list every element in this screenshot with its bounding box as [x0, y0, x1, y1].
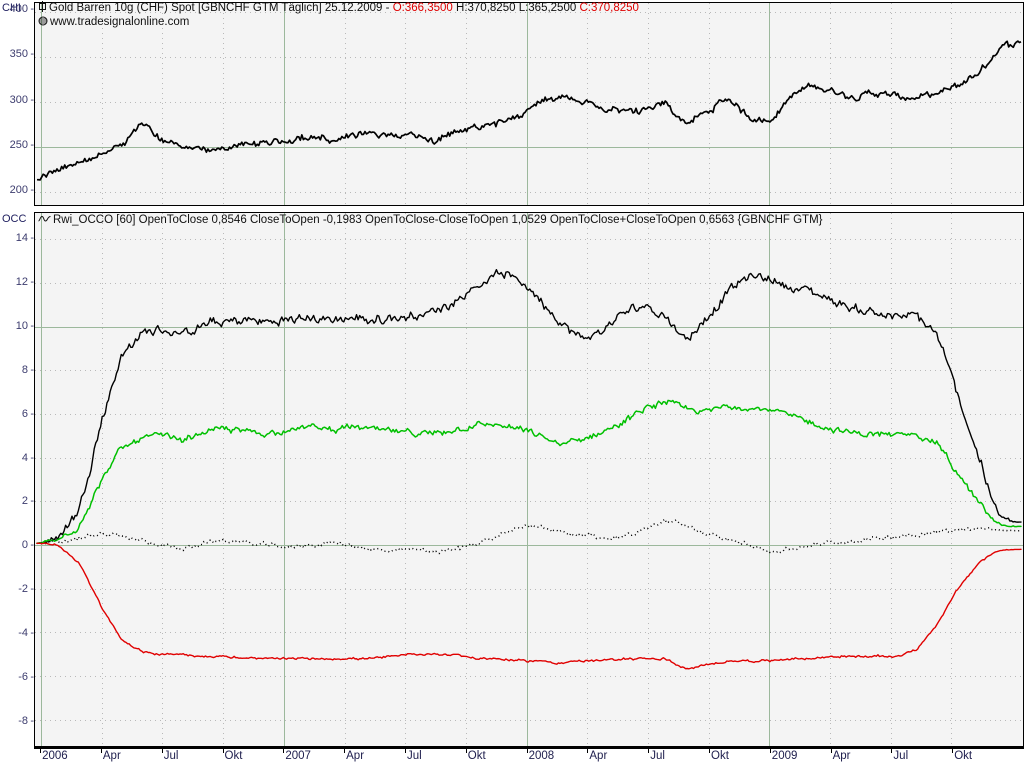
- price-legend-high-label: H:: [456, 2, 468, 14]
- indicator-series-line: [36, 399, 1022, 545]
- y-tick-label: 10-: [15, 320, 34, 333]
- y-tick-label: -4-: [18, 626, 34, 639]
- y-tick-label: 6-: [21, 407, 34, 420]
- y-tick-label: 14-: [15, 232, 34, 245]
- indicator-legend: Rwi_OCCO [60] OpenToClose 0,8546 CloseTo…: [38, 213, 823, 228]
- price-legend-low-label: L:: [518, 2, 529, 14]
- wave-icon: [38, 213, 51, 228]
- y-tick-label: 300-: [9, 93, 34, 106]
- price-y-axis: 400- 350- 300- 250- 200-: [0, 0, 34, 206]
- y-tick-label: 400-: [9, 3, 34, 16]
- indicator-legend-s3-value: 1,0529: [511, 214, 547, 226]
- y-tick-label: -8-: [18, 714, 34, 727]
- price-legend-open-value: 366,3500: [404, 2, 453, 14]
- y-tick-label: 0-: [21, 539, 34, 552]
- price-plot-area: [35, 3, 1023, 205]
- indicator-series-line: [36, 518, 1022, 555]
- indicator-legend-s4-label: OpenToClose+CloseToOpen: [549, 214, 696, 226]
- indicator-legend-s4-value: 0,6563: [699, 214, 735, 226]
- globe-icon: [38, 16, 48, 29]
- y-tick-label: 200-: [9, 184, 34, 197]
- indicator-plot-svg: [35, 213, 1023, 746]
- y-tick-label: -2-: [18, 583, 34, 596]
- y-tick-label: 250-: [9, 139, 34, 152]
- price-legend-instrument: Gold Barren 10g (CHF) Spot: [49, 2, 195, 14]
- y-tick-label: 350-: [9, 48, 34, 61]
- price-legend-close-value: 370,8250: [590, 2, 639, 14]
- price-legend-low-value: 365,2500: [528, 2, 577, 14]
- y-tick-label: 2-: [21, 495, 34, 508]
- indicator-plot-area: [35, 213, 1023, 746]
- x-axis-rule: [34, 747, 1024, 749]
- price-legend-separator: -: [385, 2, 390, 14]
- y-tick-label: 4-: [21, 451, 34, 464]
- price-legend-open-label: O:: [392, 2, 405, 14]
- price-legend-high-value: 370,8250: [467, 2, 516, 14]
- indicator-axis-corner-label: OCC: [2, 213, 27, 225]
- indicator-series-line: [36, 269, 1022, 545]
- price-legend: Gold Barren 10g (CHF) Spot [GBNCHF GTM T…: [38, 1, 639, 16]
- indicator-legend-name: Rwi_OCCO: [53, 214, 114, 226]
- watermark-text: www.tradesignalonline.com: [50, 16, 190, 28]
- indicator-legend-s2-value: -0,1983: [322, 214, 362, 226]
- price-legend-date: 25.12.2009: [324, 2, 383, 14]
- price-line: [36, 40, 1022, 181]
- indicator-y-axis: 14- 12- 10- 8- 6- 4- 2- 0- -2- -4- -6- -8-: [0, 212, 34, 747]
- price-legend-close-label: C:: [579, 2, 591, 14]
- price-legend-feed: [GBNCHF GTM Täglich]: [197, 2, 322, 14]
- y-tick-label: 8-: [21, 363, 34, 376]
- price-plot-svg: [35, 3, 1023, 205]
- x-axis: 2006 Apr Jul Okt 2007 Apr Jul Okt 2008 Apr Jul Okt 2…: [40, 748, 973, 762]
- indicator-legend-s3-label: OpenToClose-CloseToOpen: [365, 214, 509, 226]
- indicator-legend-s2-label: CloseToOpen: [249, 214, 320, 226]
- indicator-legend-symbol: {GBNCHF GTM}: [737, 214, 823, 226]
- price-axis-corner-label: CHI: [2, 2, 21, 14]
- indicator-legend-s1-label: OpenToClose: [138, 214, 209, 226]
- indicator-legend-s1-value: 0,8546: [211, 214, 247, 226]
- y-tick-label: -6-: [18, 670, 34, 683]
- candle-icon: [38, 1, 47, 16]
- watermark: www.tradesignalonline.com: [38, 16, 189, 29]
- indicator-series-line: [36, 542, 1022, 670]
- indicator-chart-panel[interactable]: [34, 212, 1024, 747]
- price-chart-panel[interactable]: [34, 2, 1024, 206]
- indicator-legend-period: [60]: [116, 214, 136, 226]
- y-tick-label: 12-: [15, 276, 34, 289]
